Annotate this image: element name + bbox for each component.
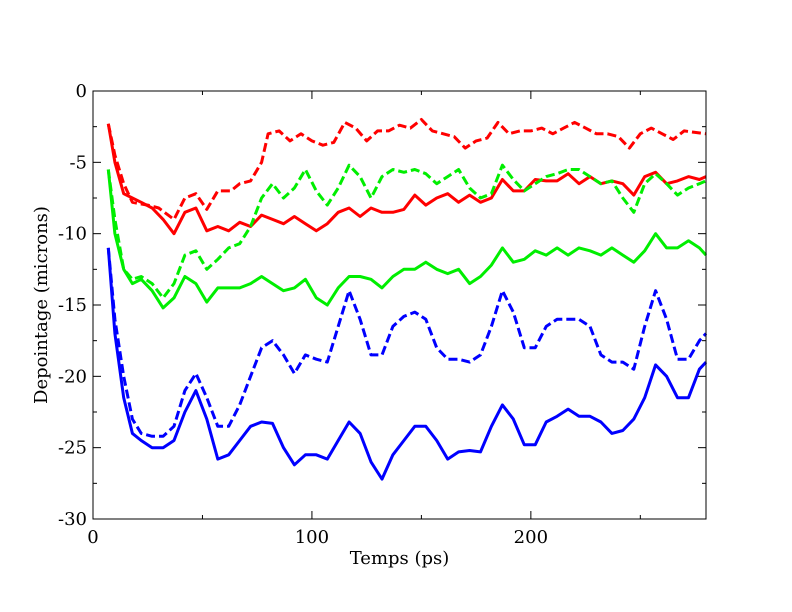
y-tick-label: -5 xyxy=(69,152,87,173)
plot-frame xyxy=(92,90,707,520)
x-tick-label: 100 xyxy=(295,527,329,548)
y-tick-label: -10 xyxy=(58,224,87,245)
x-tick-label: 0 xyxy=(87,527,98,548)
series-line-4 xyxy=(106,169,708,310)
series-line-2 xyxy=(106,123,707,236)
y-axis-title: Depointage (microns) xyxy=(31,206,52,404)
series-line-1 xyxy=(106,118,707,221)
y-tick-label: -30 xyxy=(58,509,87,530)
series-layer xyxy=(106,118,708,481)
series-line-5 xyxy=(106,247,708,438)
series-line-6 xyxy=(106,247,708,481)
ticks-layer: 0 100 200 0 -5 -10 -15 -20 -25 -30 xyxy=(58,81,706,548)
x-tick-label: 200 xyxy=(514,527,548,548)
y-tick-label: -15 xyxy=(58,295,87,316)
x-axis-title: Temps (ps) xyxy=(350,548,450,569)
y-tick-label: -25 xyxy=(58,438,87,459)
y-tick-label: -20 xyxy=(58,366,87,387)
series-line-3 xyxy=(106,163,707,300)
y-tick-label: 0 xyxy=(76,81,87,102)
